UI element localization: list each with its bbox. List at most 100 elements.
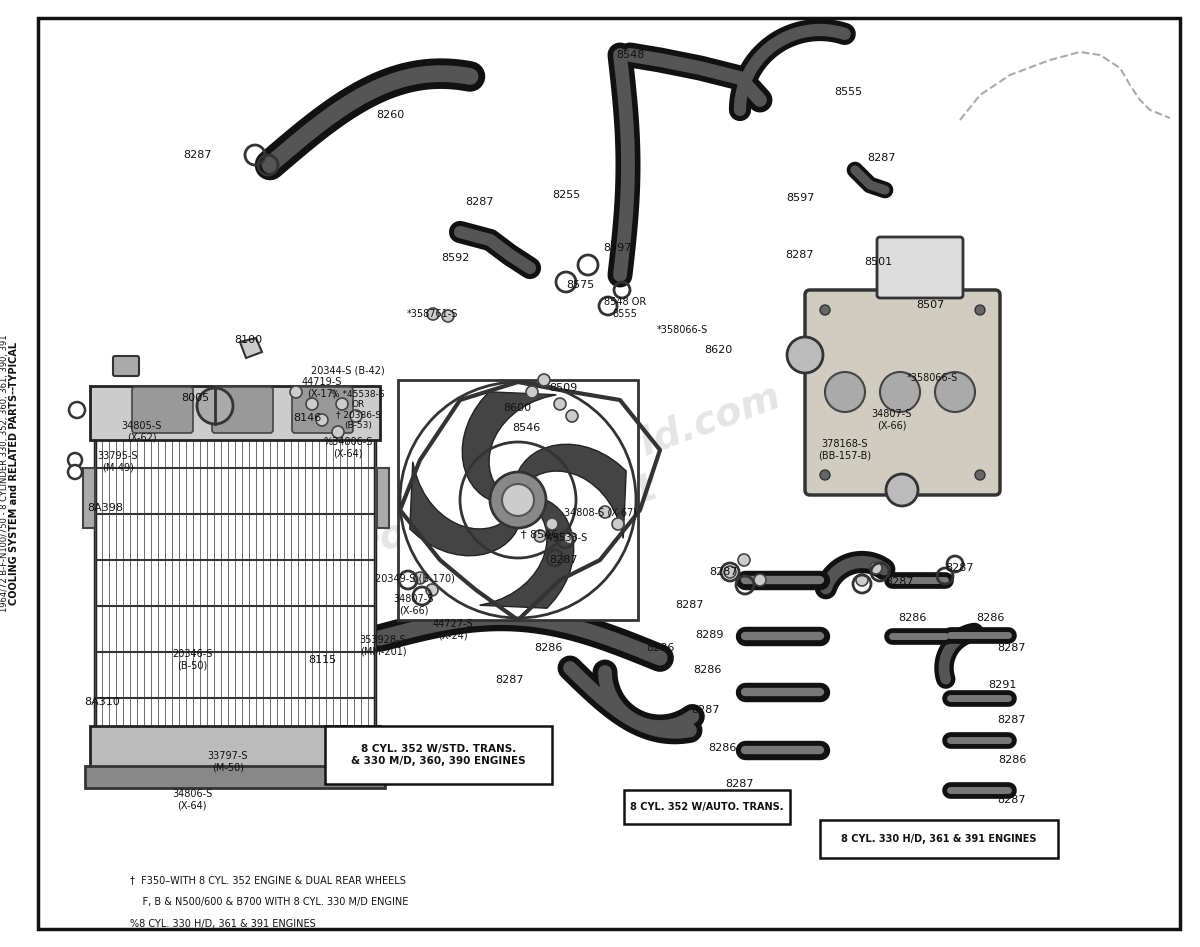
Bar	[377, 468, 389, 528]
FancyBboxPatch shape	[113, 356, 139, 376]
Text: 8286: 8286	[646, 643, 674, 653]
Circle shape	[70, 402, 85, 418]
Text: 8115: 8115	[308, 655, 336, 665]
Circle shape	[502, 484, 534, 516]
Circle shape	[490, 472, 546, 528]
Text: 8286: 8286	[898, 613, 926, 623]
FancyBboxPatch shape	[212, 387, 274, 433]
Text: 8260: 8260	[376, 110, 404, 120]
Text: 8287: 8287	[691, 705, 720, 715]
Text: † 8546: † 8546	[521, 529, 559, 539]
Polygon shape	[240, 338, 262, 358]
Text: 8501: 8501	[864, 257, 892, 267]
Text: 8620: 8620	[704, 345, 732, 355]
Text: 8287: 8287	[496, 675, 524, 685]
Text: 34807-S
(X-66): 34807-S (X-66)	[394, 594, 434, 616]
Text: 34805-S
(X-62): 34805-S (X-62)	[122, 421, 162, 443]
Text: % *45538-S
OR
† 20386-S
(B-53): % *45538-S OR † 20386-S (B-53)	[331, 390, 385, 430]
Text: 8286: 8286	[976, 613, 1004, 623]
Text: COOLING SYSTEM and RELATED PARTS--TYPICAL: COOLING SYSTEM and RELATED PARTS--TYPICA…	[8, 342, 19, 605]
Circle shape	[546, 518, 558, 530]
Circle shape	[332, 426, 344, 438]
Text: 8287: 8287	[868, 153, 896, 163]
Circle shape	[538, 374, 550, 386]
Text: 8287: 8287	[997, 715, 1026, 725]
FancyBboxPatch shape	[877, 237, 964, 298]
Circle shape	[316, 414, 328, 426]
Text: 8548 OR
8555: 8548 OR 8555	[604, 297, 646, 319]
Text: F, B & N500/600 & B700 WITH 8 CYL. 330 M/D ENGINE: F, B & N500/600 & B700 WITH 8 CYL. 330 M…	[130, 897, 408, 907]
Text: 33797-S
(M-50): 33797-S (M-50)	[208, 751, 248, 773]
Text: 8575: 8575	[566, 280, 594, 290]
Text: 8291: 8291	[988, 680, 1016, 690]
Text: 8 CYL. 352 W/STD. TRANS.
& 330 M/D, 360, 390 ENGINES: 8 CYL. 352 W/STD. TRANS. & 330 M/D, 360,…	[352, 744, 526, 766]
Text: 8287: 8287	[709, 567, 738, 577]
Circle shape	[754, 574, 766, 586]
FancyBboxPatch shape	[292, 387, 353, 433]
Circle shape	[880, 372, 920, 412]
Circle shape	[564, 532, 576, 544]
Circle shape	[68, 453, 82, 467]
Text: 8A398: 8A398	[88, 503, 124, 513]
Bar	[83, 468, 95, 528]
Polygon shape	[90, 386, 380, 440]
Text: 8286: 8286	[998, 755, 1026, 765]
Bar	[85, 766, 385, 788]
Text: FordTruckWorld.com
Project: FordTruckWorld.com Project	[352, 377, 800, 608]
Text: 8597: 8597	[786, 193, 814, 203]
Circle shape	[566, 410, 578, 422]
Text: 1964/72 B-F-N100/750 - 8 CYLINDER 330, 352, 360, 361, 390, 391: 1964/72 B-F-N100/750 - 8 CYLINDER 330, 3…	[0, 334, 10, 613]
Circle shape	[886, 474, 918, 506]
Circle shape	[290, 386, 302, 398]
Text: 8546: 8546	[512, 423, 540, 433]
Text: 20346-S
(B-50): 20346-S (B-50)	[172, 650, 212, 670]
Circle shape	[442, 310, 454, 322]
Text: †  F350–WITH 8 CYL. 352 ENGINE & DUAL REAR WHEELS: † F350–WITH 8 CYL. 352 ENGINE & DUAL REA…	[130, 875, 406, 885]
FancyBboxPatch shape	[132, 387, 193, 433]
Polygon shape	[90, 726, 380, 776]
Text: 8597: 8597	[602, 243, 631, 253]
Circle shape	[350, 410, 362, 422]
Text: *358761-S: *358761-S	[407, 309, 457, 319]
Text: 8286: 8286	[534, 643, 562, 653]
Circle shape	[68, 465, 82, 479]
Text: 34808-S (X-67): 34808-S (X-67)	[564, 507, 636, 517]
Text: 8287: 8287	[786, 250, 815, 260]
Text: 8287: 8287	[726, 779, 755, 789]
Text: 8287: 8287	[946, 563, 974, 573]
Text: 8005: 8005	[181, 393, 209, 403]
Circle shape	[414, 572, 426, 584]
Text: 8287: 8287	[466, 197, 494, 207]
Circle shape	[820, 470, 830, 480]
Text: 8287: 8287	[550, 555, 578, 565]
Circle shape	[336, 398, 348, 410]
Circle shape	[738, 554, 750, 566]
Text: 8555: 8555	[834, 87, 862, 97]
Text: 33795-S
(M-49): 33795-S (M-49)	[97, 451, 138, 473]
Text: 44719-S
(X-17): 44719-S (X-17)	[302, 377, 342, 399]
Bar	[398, 380, 638, 620]
Text: *358066-S: *358066-S	[906, 373, 958, 383]
Circle shape	[400, 382, 636, 618]
Circle shape	[526, 386, 538, 398]
Text: 20349-S (B-170): 20349-S (B-170)	[376, 573, 455, 583]
Circle shape	[826, 372, 865, 412]
Bar	[820, 820, 1058, 858]
Text: %34806-S
(X-64): %34806-S (X-64)	[323, 438, 373, 458]
Bar	[95, 438, 374, 728]
Text: *358066-S: *358066-S	[656, 325, 708, 335]
Text: 8507: 8507	[916, 300, 944, 310]
Text: 353928-S
(MM-201): 353928-S (MM-201)	[360, 635, 407, 657]
Circle shape	[974, 470, 985, 480]
Text: 8 CYL. 352 W/AUTO. TRANS.: 8 CYL. 352 W/AUTO. TRANS.	[630, 802, 784, 812]
Circle shape	[974, 305, 985, 315]
Circle shape	[599, 506, 611, 518]
Text: 8509: 8509	[548, 383, 577, 393]
Bar	[325, 726, 552, 784]
Circle shape	[856, 574, 868, 586]
Circle shape	[612, 518, 624, 530]
Circle shape	[426, 584, 438, 596]
Polygon shape	[462, 392, 557, 500]
Text: 20344-S (B-42): 20344-S (B-42)	[311, 365, 385, 375]
Circle shape	[787, 337, 823, 373]
